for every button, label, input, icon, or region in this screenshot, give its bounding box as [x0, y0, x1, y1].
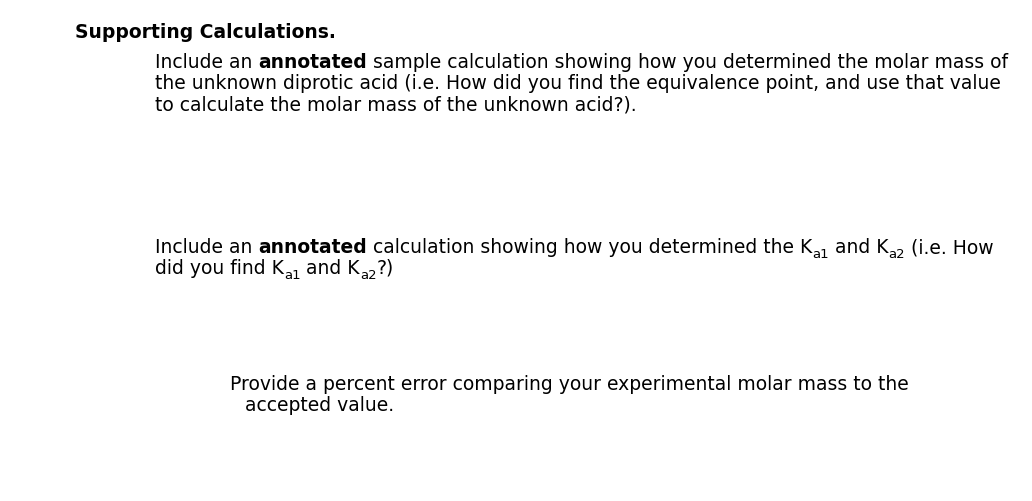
Text: annotated: annotated: [258, 53, 367, 72]
Text: Supporting Calculations.: Supporting Calculations.: [75, 23, 335, 42]
Text: did you find K: did you find K: [155, 259, 284, 278]
Text: Provide a percent error comparing your experimental molar mass to the: Provide a percent error comparing your e…: [230, 375, 909, 394]
Text: the unknown diprotic acid (i.e. How did you find the equivalence point, and use : the unknown diprotic acid (i.e. How did …: [155, 74, 1001, 93]
Text: Include an: Include an: [155, 53, 258, 72]
Text: and K: and K: [829, 238, 889, 257]
Text: a1: a1: [812, 248, 829, 261]
Text: accepted value.: accepted value.: [245, 396, 394, 415]
Text: to calculate the molar mass of the unknown acid?).: to calculate the molar mass of the unkno…: [155, 95, 637, 114]
Text: and K: and K: [300, 259, 360, 278]
Text: sample calculation showing how you determined the molar mass of: sample calculation showing how you deter…: [367, 53, 1008, 72]
Text: a2: a2: [889, 248, 905, 261]
Text: a1: a1: [284, 269, 300, 282]
Text: ?): ?): [377, 259, 394, 278]
Text: (i.e. How: (i.e. How: [905, 238, 994, 257]
Text: calculation showing how you determined the K: calculation showing how you determined t…: [367, 238, 812, 257]
Text: Include an: Include an: [155, 238, 258, 257]
Text: a2: a2: [360, 269, 377, 282]
Text: annotated: annotated: [258, 238, 367, 257]
